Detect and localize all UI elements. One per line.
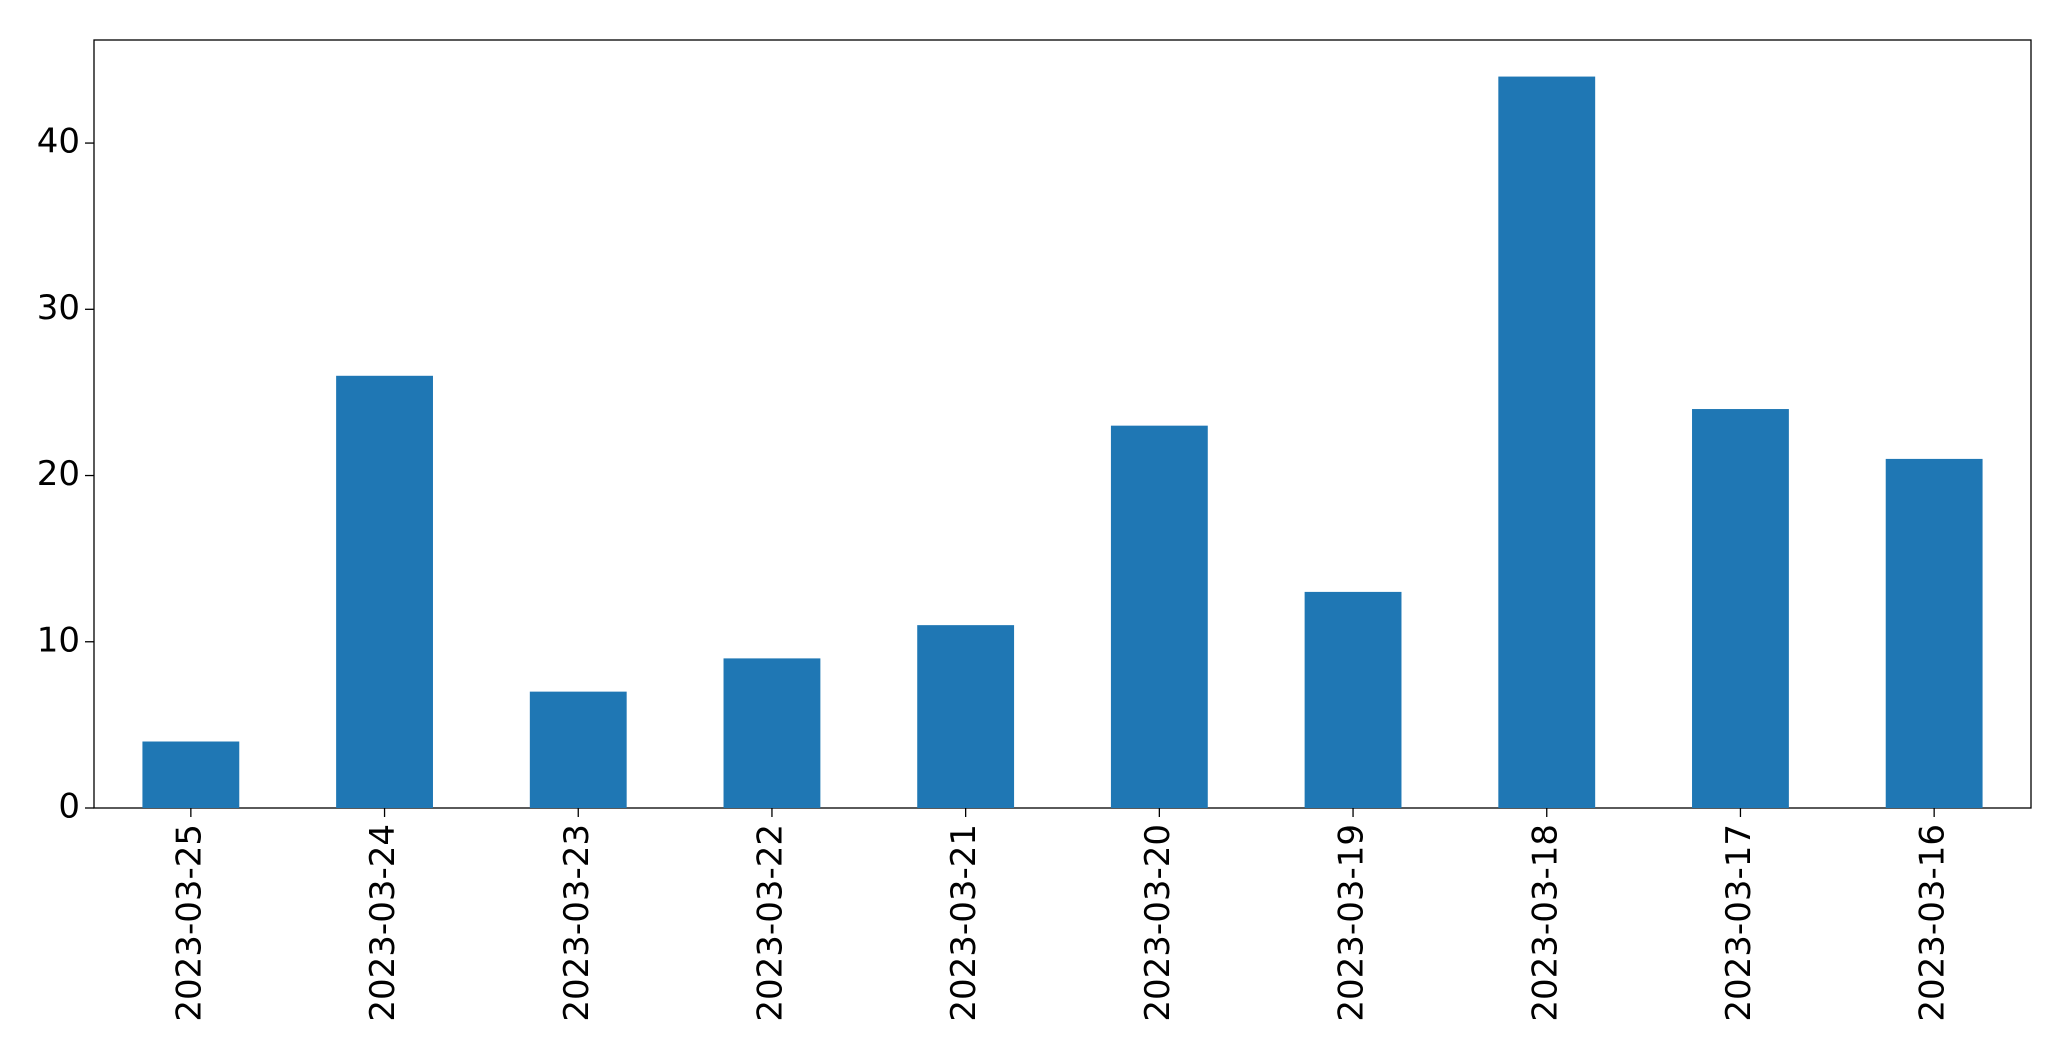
y-tick-label: 10: [37, 620, 80, 660]
bar: [1498, 76, 1596, 809]
y-tick-label: 0: [58, 787, 80, 827]
y-tick-label: 40: [37, 122, 80, 162]
bar: [917, 625, 1015, 808]
bar: [336, 375, 433, 808]
x-tick-label: 2023-03-18: [1525, 824, 1565, 1022]
bar: [1885, 458, 1983, 808]
x-tick-label: 2023-03-25: [169, 824, 209, 1022]
bar: [723, 658, 821, 808]
bar: [529, 691, 627, 808]
x-tick-label: 2023-03-22: [750, 824, 790, 1022]
bar: [1692, 409, 1789, 808]
y-tick-label: 30: [37, 288, 80, 328]
x-tick-label: 2023-03-20: [1138, 824, 1178, 1022]
x-tick-label: 2023-03-24: [363, 824, 403, 1022]
bar: [1110, 425, 1208, 808]
bar: [142, 741, 240, 808]
x-tick-label: 2023-03-17: [1719, 824, 1759, 1022]
bar: [1304, 591, 1402, 808]
x-tick-label: 2023-03-21: [944, 824, 984, 1022]
x-tick-label: 2023-03-23: [557, 824, 597, 1022]
x-tick-label: 2023-03-19: [1332, 824, 1372, 1022]
plot-frame: [93, 39, 2032, 809]
y-tick-label: 20: [37, 454, 80, 494]
x-tick-label: 2023-03-16: [1913, 824, 1953, 1022]
